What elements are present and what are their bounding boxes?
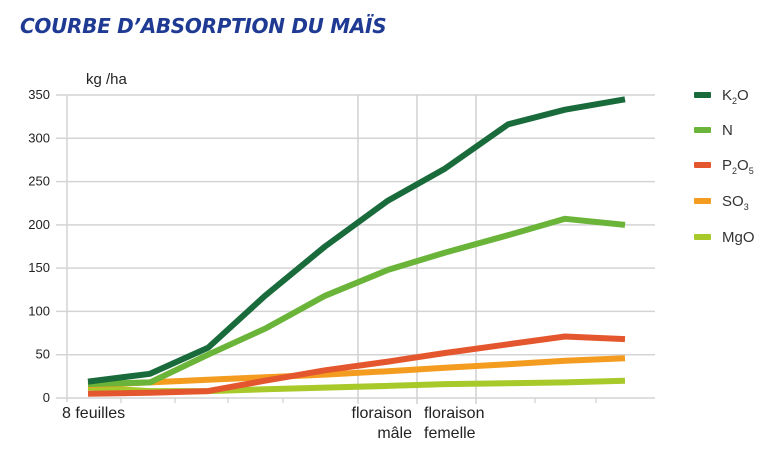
- x-label-floraison-femelle-2: femelle: [424, 425, 476, 442]
- y-tick-label: 100: [28, 303, 50, 318]
- y-axis-unit: kg /ha: [86, 71, 128, 88]
- y-tick-label: 250: [28, 174, 50, 189]
- legend-swatch-mgo: [694, 234, 711, 240]
- legend-swatch-k2o: [694, 92, 711, 98]
- x-label-8-feuilles: 8 feuilles: [62, 405, 125, 422]
- x-label-floraison-male: floraison: [352, 405, 412, 422]
- series-line-k2o: [87, 96, 626, 385]
- x-label-floraison-femelle: floraison: [424, 405, 484, 422]
- legend-label-n: N: [722, 122, 733, 139]
- y-tick-label: 50: [36, 347, 50, 362]
- series-line-so3: [87, 355, 626, 388]
- legend-label-p2o5: P2O5: [722, 157, 754, 176]
- series-line-n: [87, 215, 626, 388]
- y-tick-label: 200: [28, 217, 50, 232]
- chart-title: COURBE D’ABSORPTION DU MAÏS: [20, 14, 387, 38]
- x-label-floraison-male-2: mâle: [377, 425, 412, 442]
- legend-label-k2o: K2O: [722, 87, 749, 106]
- y-tick-label: 300: [28, 130, 50, 145]
- legend-swatch-so3: [694, 198, 711, 204]
- y-tick-label: 150: [28, 260, 50, 275]
- legend-label-mgo: MgO: [722, 229, 755, 246]
- legend-swatch-p2o5: [694, 162, 711, 168]
- y-tick-label: 0: [43, 390, 50, 405]
- legend-label-so3: SO3: [722, 193, 749, 212]
- y-tick-label: 350: [28, 87, 50, 102]
- series-line-p2o5: [87, 333, 626, 397]
- legend-swatch-n: [694, 127, 711, 133]
